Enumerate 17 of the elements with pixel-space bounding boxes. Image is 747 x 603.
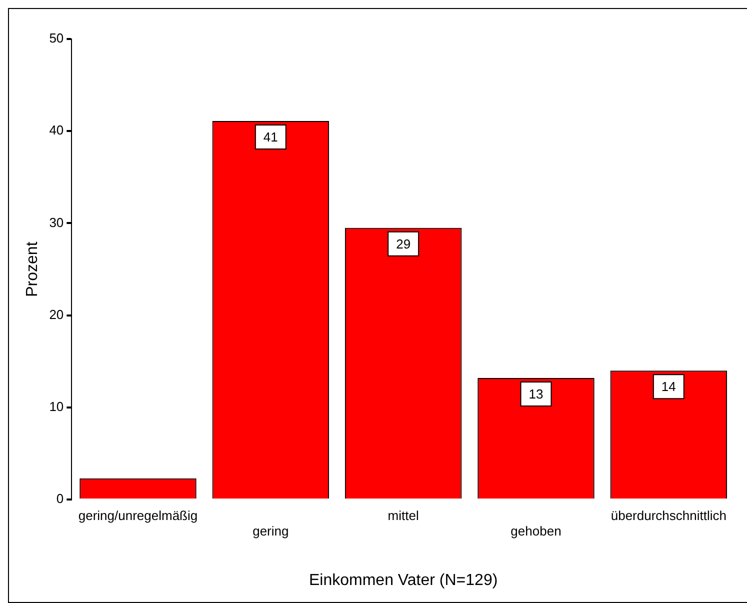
- y-tick-label: 10: [49, 399, 64, 414]
- x-tick-label: gehoben: [510, 524, 562, 539]
- data-label: 41: [263, 130, 278, 145]
- y-tick-label: 30: [49, 214, 64, 230]
- y-tick-label: 0: [56, 491, 64, 506]
- y-tick-label: 40: [49, 122, 64, 138]
- data-label: 13: [528, 386, 544, 402]
- data-label: 14: [661, 379, 676, 394]
- x-tick-label: gering/unregelmäßig: [78, 508, 198, 523]
- y-tick-label: 20: [49, 306, 64, 322]
- y-tick-label: 50: [49, 30, 64, 46]
- x-tick-label: gering: [252, 524, 289, 539]
- y-axis-title: Prozent: [24, 241, 42, 297]
- x-tick-label: mittel: [388, 508, 419, 523]
- x-axis-title: Einkommen Vater (N=129): [308, 572, 498, 589]
- x-tick-label: überdurchschnittlich: [610, 508, 726, 523]
- data-label: 29: [396, 236, 411, 252]
